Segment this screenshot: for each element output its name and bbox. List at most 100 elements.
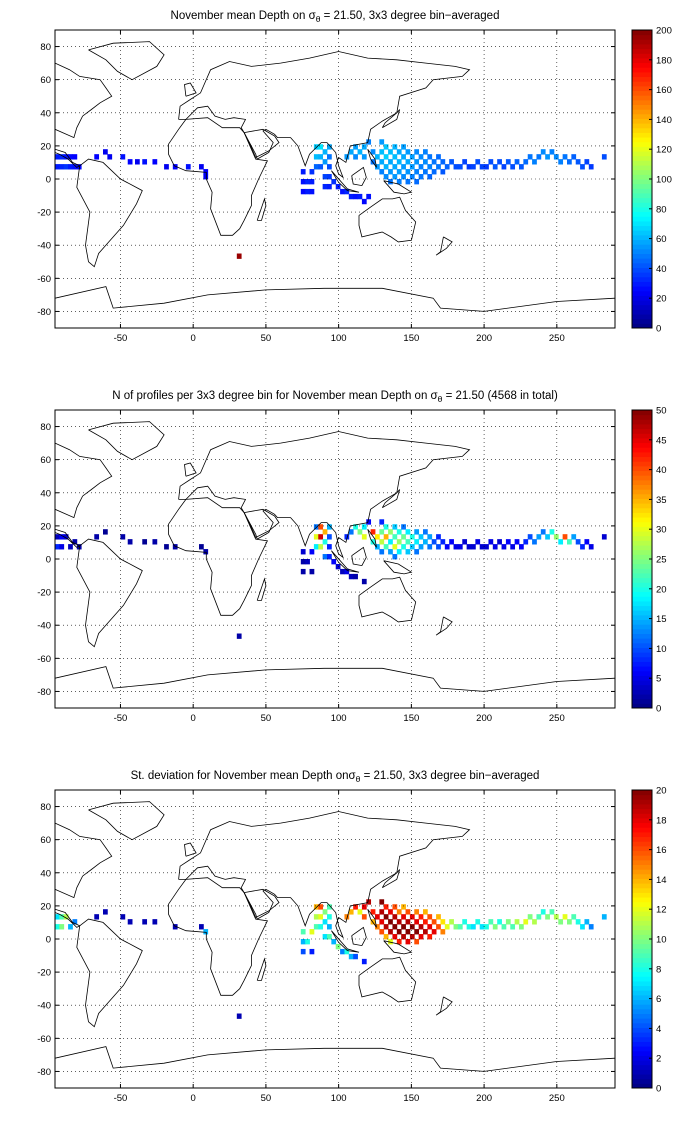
coastline [435, 236, 453, 256]
data-cell [405, 919, 411, 925]
x-tick-label: 250 [549, 333, 565, 344]
colorbar-segment [632, 864, 652, 870]
x-tick-label: 250 [549, 713, 565, 724]
data-cell [107, 154, 113, 160]
y-tick-label: 20 [40, 901, 51, 912]
data-cell [172, 924, 178, 930]
data-cell [562, 914, 568, 920]
data-cell [94, 534, 100, 540]
data-cell [103, 149, 108, 155]
data-cell [405, 539, 411, 545]
data-cell [388, 909, 393, 915]
coastline [168, 877, 268, 996]
data-cell [344, 568, 350, 575]
colorbar-segment [632, 577, 652, 583]
data-cell [164, 164, 169, 170]
data-cell [361, 534, 367, 540]
data-cell [553, 534, 559, 540]
colorbar-segment [632, 433, 652, 439]
colorbar-segment [632, 165, 652, 171]
data-cell [331, 939, 337, 945]
data-cell [440, 169, 446, 175]
data-cell [344, 948, 350, 955]
data-cell [335, 563, 341, 570]
y-tick-label: 80 [40, 422, 51, 433]
data-cell [449, 919, 454, 925]
data-cell [414, 919, 420, 925]
data-cell [383, 904, 389, 910]
data-cell [164, 544, 169, 550]
data-cell [396, 149, 402, 155]
data-cell [72, 164, 78, 170]
data-cell [436, 914, 441, 920]
colorbar-segment [632, 1004, 652, 1010]
data-cell [388, 169, 393, 175]
data-cell [536, 914, 542, 920]
colorbar-segment [632, 174, 652, 180]
data-cell [497, 159, 502, 165]
data-cell [327, 554, 332, 560]
colorbar-tick-label: 25 [656, 555, 667, 566]
data-cell [545, 154, 550, 160]
data-cell [300, 939, 306, 945]
data-cell [392, 544, 398, 550]
data-cell [396, 159, 402, 165]
data-cell [327, 164, 332, 170]
data-cell [401, 934, 406, 940]
data-cell [444, 544, 450, 550]
data-cell [318, 524, 324, 530]
colorbar-tick-label: 120 [656, 145, 672, 156]
data-cell [475, 159, 481, 165]
data-cell [409, 914, 415, 920]
data-cell [361, 578, 367, 585]
data-cell [396, 939, 402, 945]
colorbar-segment [632, 572, 652, 579]
data-cell [510, 164, 516, 170]
colorbar-segment [632, 141, 652, 147]
colorbar-tick-label: 15 [656, 614, 667, 625]
colorbar-segment [632, 428, 652, 434]
data-cell [327, 934, 332, 940]
data-cell [236, 1013, 242, 1019]
data-cell [55, 914, 60, 920]
colorbar-segment [632, 1064, 652, 1070]
coastline [256, 197, 267, 221]
coastline [351, 166, 367, 187]
colorbar-segment [632, 596, 652, 602]
colorbar-tick-label: 80 [656, 204, 667, 215]
data-cell [510, 924, 516, 930]
coastline [168, 117, 268, 236]
colorbar-segment [632, 34, 652, 40]
data-cell [236, 253, 242, 259]
colorbar-segment [632, 901, 652, 907]
data-cell [409, 154, 415, 160]
colorbar-segment [632, 628, 652, 634]
colorbar-segment [632, 220, 652, 227]
colorbar-segment [632, 1083, 652, 1089]
title-main: N of profiles per 3x3 degree bin for Nov… [112, 390, 430, 402]
colorbar-segment [632, 85, 652, 92]
colorbar-segment [632, 892, 652, 898]
data-cell [584, 159, 590, 165]
data-cell [388, 179, 393, 185]
data-cell [392, 154, 398, 160]
data-cell [396, 919, 402, 925]
data-cell [120, 534, 126, 540]
data-cell [127, 539, 133, 545]
data-cell [322, 149, 328, 155]
data-cell [396, 529, 402, 535]
data-cells [55, 519, 607, 639]
colorbar-segment [632, 817, 652, 824]
colorbar-tick-label: 10 [656, 935, 667, 946]
data-cell [457, 924, 463, 930]
colorbar-segment [632, 113, 652, 119]
data-cell [322, 934, 328, 940]
data-cell [335, 183, 341, 190]
data-cell [466, 924, 472, 930]
colorbar-tick-label: 0 [656, 324, 661, 335]
colorbar-segment [632, 109, 652, 115]
data-cell [462, 919, 468, 925]
data-cell [427, 924, 433, 930]
data-cell [379, 929, 385, 935]
colorbar-segment [632, 638, 652, 644]
